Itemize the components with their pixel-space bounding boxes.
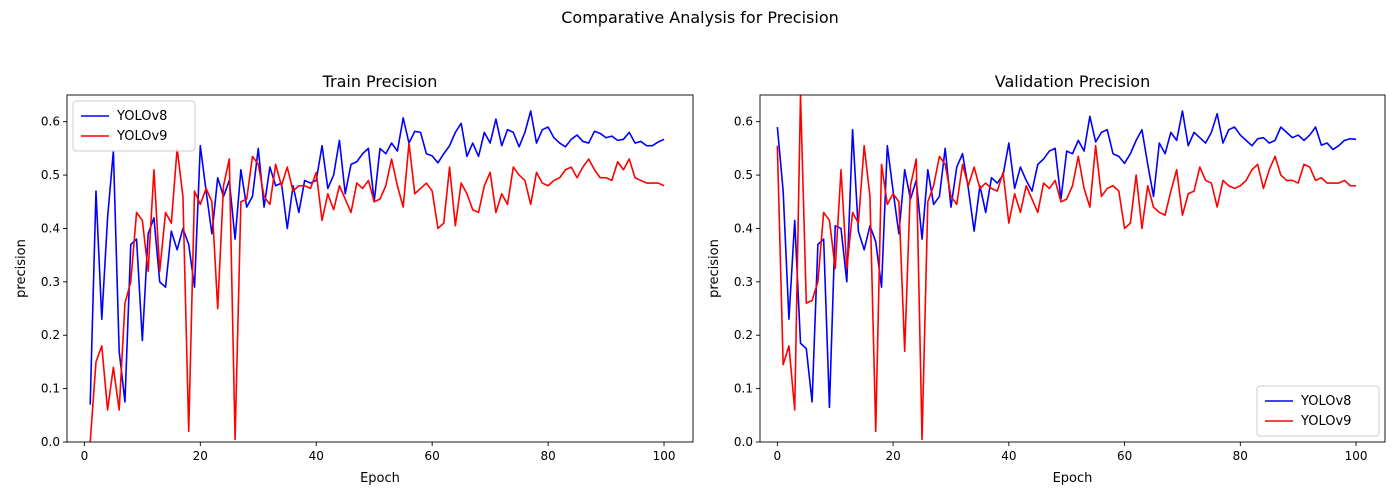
x-tick-label: 100 xyxy=(1345,449,1368,463)
legend-label: YOLOv9 xyxy=(1300,414,1351,429)
legend-box xyxy=(72,100,196,152)
x-tick-label: 60 xyxy=(1117,449,1132,463)
x-tick-label: 40 xyxy=(309,449,324,463)
y-tick-label: 0.6 xyxy=(41,115,60,129)
axes-frame xyxy=(759,94,1386,443)
y-tick-label: 0.5 xyxy=(734,168,753,182)
y-tick-label: 0.3 xyxy=(734,275,753,289)
y-axis-label: precision xyxy=(14,239,29,298)
y-tick-label: 0.4 xyxy=(41,221,60,235)
x-tick-label: 80 xyxy=(1233,449,1248,463)
y-tick-label: 0.4 xyxy=(734,221,753,235)
x-tick-label: 0 xyxy=(81,449,89,463)
x-axis-label: Epoch xyxy=(360,471,400,486)
x-tick-label: 20 xyxy=(193,449,208,463)
y-tick-label: 0.2 xyxy=(41,328,60,342)
y-tick-label: 0.1 xyxy=(734,382,753,396)
x-tick-label: 80 xyxy=(540,449,555,463)
series-line-yolov9 xyxy=(776,95,1357,441)
legend-box xyxy=(1256,385,1380,437)
y-tick-label: 0.5 xyxy=(41,168,60,182)
legend-label: YOLOv8 xyxy=(1300,394,1351,409)
x-axis-label: Epoch xyxy=(1053,471,1093,486)
x-tick-label: 20 xyxy=(885,449,900,463)
legend-label: YOLOv8 xyxy=(116,109,167,124)
x-tick-label: 40 xyxy=(1001,449,1016,463)
figure-title: Comparative Analysis for Precision xyxy=(561,8,839,27)
x-tick-label: 60 xyxy=(425,449,440,463)
y-tick-label: 0.2 xyxy=(734,328,753,342)
x-tick-label: 0 xyxy=(774,449,782,463)
series-line-yolov8 xyxy=(776,110,1357,409)
series-line-yolov8 xyxy=(89,110,665,405)
axes-frame xyxy=(66,94,694,443)
y-tick-label: 0.0 xyxy=(41,435,60,449)
chart-title: Train Precision xyxy=(322,72,438,91)
legend-label: YOLOv9 xyxy=(116,129,167,144)
legend: YOLOv8 YOLOv9 xyxy=(72,100,196,152)
y-tick-label: 0.1 xyxy=(41,382,60,396)
legend: YOLOv8 YOLOv9 xyxy=(1256,385,1380,437)
y-axis-label: precision xyxy=(707,239,722,298)
y-tick-label: 0.3 xyxy=(41,275,60,289)
series-line-yolov9 xyxy=(89,142,665,442)
chart-title: Validation Precision xyxy=(995,72,1150,91)
y-tick-label: 0.6 xyxy=(734,115,753,129)
chart-panel-2: Validation Precision 0 20 40 60 80 100 0.0 0.1 0.… xyxy=(707,72,1386,486)
chart-panel-1: Train Precision 0 20 40 60 80 100 0.0 0.1 0.2 0.3 0… xyxy=(14,72,694,486)
x-tick-label: 100 xyxy=(653,449,676,463)
y-tick-label: 0.0 xyxy=(734,435,753,449)
